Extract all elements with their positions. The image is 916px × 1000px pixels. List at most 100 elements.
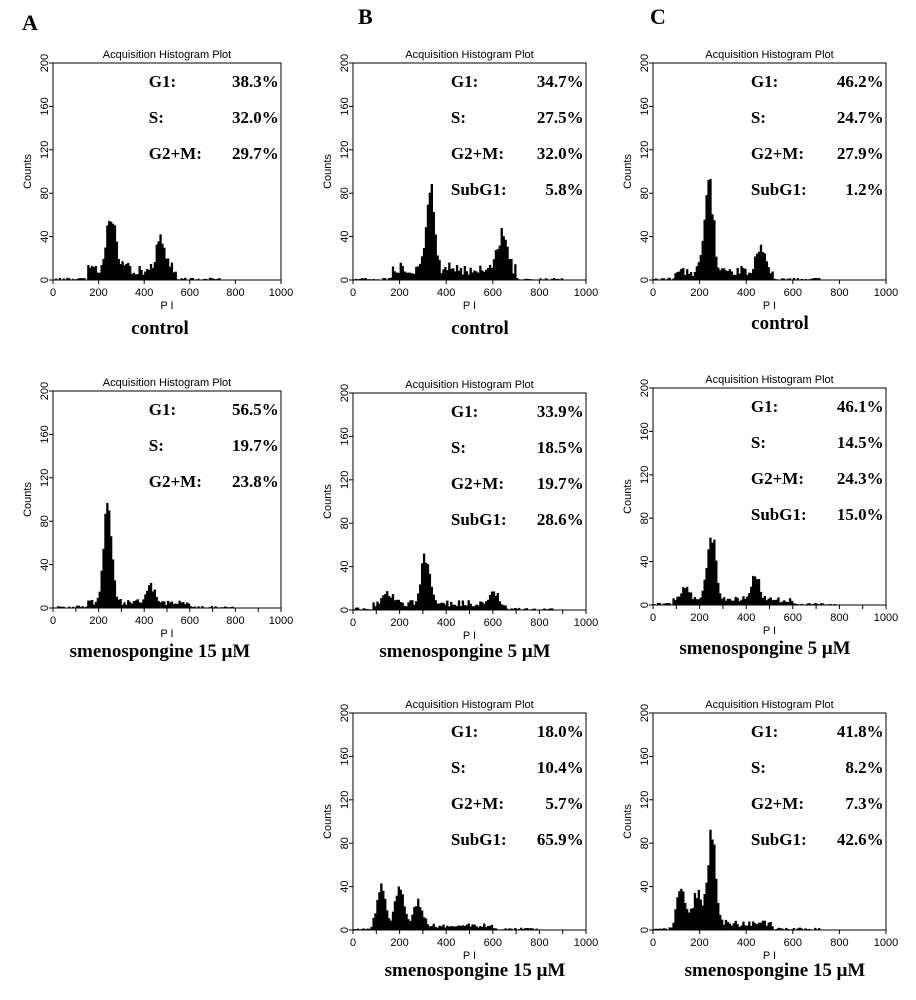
caption-b-smeno15: smenospongine 15 μM — [384, 960, 566, 981]
stat-value: 38.3% — [232, 72, 279, 91]
histogram-bar — [502, 929, 505, 930]
histogram-bar — [473, 924, 476, 930]
histogram-bar — [397, 599, 400, 610]
histogram-bar — [523, 278, 527, 280]
stat-label: SubG1: — [751, 180, 807, 199]
histogram-bar — [475, 271, 478, 280]
histogram-bar — [409, 272, 412, 280]
y-tick-label: 40 — [639, 880, 651, 892]
histogram-bar — [170, 601, 174, 608]
histogram-bar — [687, 274, 691, 280]
histogram-bar — [676, 596, 679, 605]
histogram-bar — [382, 278, 385, 280]
x-axis-label: P I — [160, 628, 173, 640]
stat-value: 32.0% — [232, 108, 279, 127]
histogram-bar — [775, 929, 778, 930]
histogram-bar — [785, 601, 788, 605]
histogram-bar — [444, 604, 447, 610]
histogram-bar — [231, 606, 234, 608]
histogram-bar — [687, 592, 691, 605]
histogram-bar — [448, 926, 451, 930]
histogram-bar — [77, 605, 80, 608]
panel-label-b: B — [358, 4, 373, 29]
histogram-bar — [191, 607, 194, 608]
histogram-bar — [81, 278, 84, 280]
histogram-bar — [827, 604, 831, 605]
y-tick-label: 80 — [39, 187, 51, 199]
x-tick-label: 1000 — [874, 287, 898, 299]
histogram-bar — [387, 278, 391, 280]
histogram-bar — [461, 600, 465, 610]
y-tick-label: 200 — [339, 704, 351, 722]
x-axis-label: P I — [763, 300, 776, 312]
histogram-bar — [180, 602, 183, 608]
stat-label: SubG1: — [451, 180, 507, 199]
histogram-bar — [83, 278, 86, 280]
histogram-bar — [405, 606, 408, 610]
histogram-bar — [94, 602, 98, 608]
histogram-bar — [104, 513, 107, 608]
histogram-bar — [670, 927, 673, 930]
histogram-bar — [746, 596, 749, 605]
histogram-bar — [777, 597, 780, 605]
stat-label: G2+M: — [751, 469, 804, 488]
histogram-bar — [436, 927, 439, 930]
histogram-bar — [440, 273, 443, 280]
histogram-bar — [110, 221, 113, 280]
histogram-bar — [765, 261, 768, 280]
histogram-bar — [201, 606, 204, 608]
x-tick-label: 200 — [690, 612, 708, 624]
histogram-bar — [384, 594, 387, 610]
histogram-bar — [816, 603, 819, 605]
y-axis-label: Counts — [22, 154, 34, 189]
histogram-bar — [802, 604, 805, 605]
histogram-bar — [525, 278, 529, 280]
histogram-bar — [469, 926, 472, 930]
histogram-bar — [699, 899, 702, 930]
histogram-bar — [560, 278, 564, 280]
histogram-bar — [806, 929, 809, 930]
plot-title: Acquisition Histogram Plot — [405, 49, 533, 61]
histogram-bar — [506, 608, 509, 610]
x-tick-label: 0 — [50, 287, 56, 299]
histogram-bar — [777, 927, 780, 930]
histogram-bar — [703, 894, 706, 930]
histogram-bar — [81, 606, 84, 608]
histogram-bar — [763, 595, 767, 605]
y-tick-label: 40 — [639, 555, 651, 567]
histogram-bar — [391, 594, 395, 610]
histogram-bar — [724, 919, 728, 930]
histogram-bar — [411, 600, 414, 610]
histogram-bar — [748, 592, 751, 605]
histogram-bar — [113, 225, 117, 280]
histogram-bar — [786, 929, 790, 930]
histogram-bar — [420, 563, 424, 610]
histogram-bar — [481, 270, 484, 280]
histogram-bar — [419, 584, 422, 610]
histogram-bar — [123, 602, 126, 608]
histogram-bar — [417, 593, 420, 610]
histogram-bar — [186, 602, 189, 608]
histogram-bar — [405, 913, 408, 930]
histogram-bar — [358, 609, 362, 610]
y-axis-label: Counts — [322, 154, 334, 189]
histogram-bar — [457, 270, 461, 280]
histogram-bar — [535, 928, 538, 930]
histogram-bar — [442, 924, 445, 930]
histogram-bar — [428, 192, 432, 280]
y-tick-label: 40 — [339, 230, 351, 242]
histogram-bar — [463, 925, 467, 930]
plot-title: Acquisition Histogram Plot — [705, 374, 833, 386]
histogram-bar — [389, 597, 393, 610]
stat-label: G1: — [751, 722, 778, 741]
y-tick-label: 0 — [339, 277, 351, 283]
histogram-bar — [176, 604, 179, 608]
histogram-bar — [229, 607, 232, 608]
histogram-bar — [734, 596, 737, 605]
histogram-bar — [498, 245, 501, 280]
histogram-bar — [184, 277, 187, 280]
histogram-bar — [356, 607, 360, 610]
histogram-bar — [467, 274, 470, 280]
